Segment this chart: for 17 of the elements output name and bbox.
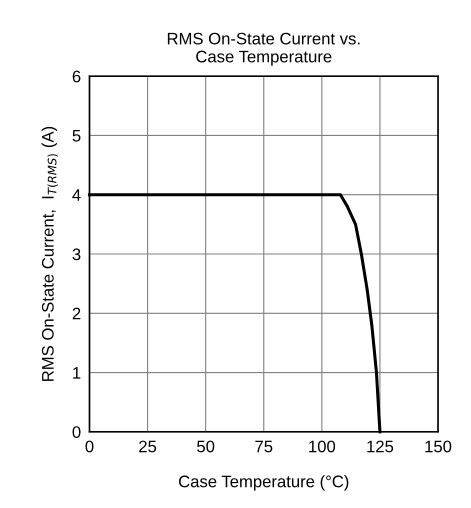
y-tick-label: 0 <box>72 426 81 438</box>
x-tick-label: 100 <box>309 440 336 452</box>
y-tick-label: 1 <box>73 367 80 379</box>
x-axis-title: Case Temperature (°C) <box>178 475 348 491</box>
y-tick-label: 6 <box>72 70 80 82</box>
x-tick-label: 25 <box>139 440 156 452</box>
y-tick-label: 3 <box>72 248 80 260</box>
x-tick-label: 125 <box>367 440 394 452</box>
x-tick-label: 75 <box>255 440 272 452</box>
y-axis-title: RMS On-State Current, I$_{T(RMS)}$ (A) <box>42 126 58 381</box>
chart-title: RMS On-State Current vs. Case Temperature <box>168 32 360 66</box>
y-tick-label: 5 <box>72 130 80 142</box>
x-tick-label: 50 <box>197 440 214 452</box>
y-tick-label: 4 <box>72 189 81 201</box>
x-tick-label: 150 <box>425 440 452 452</box>
y-tick-label: 2 <box>72 308 80 320</box>
x-tick-label: 0 <box>86 440 94 452</box>
